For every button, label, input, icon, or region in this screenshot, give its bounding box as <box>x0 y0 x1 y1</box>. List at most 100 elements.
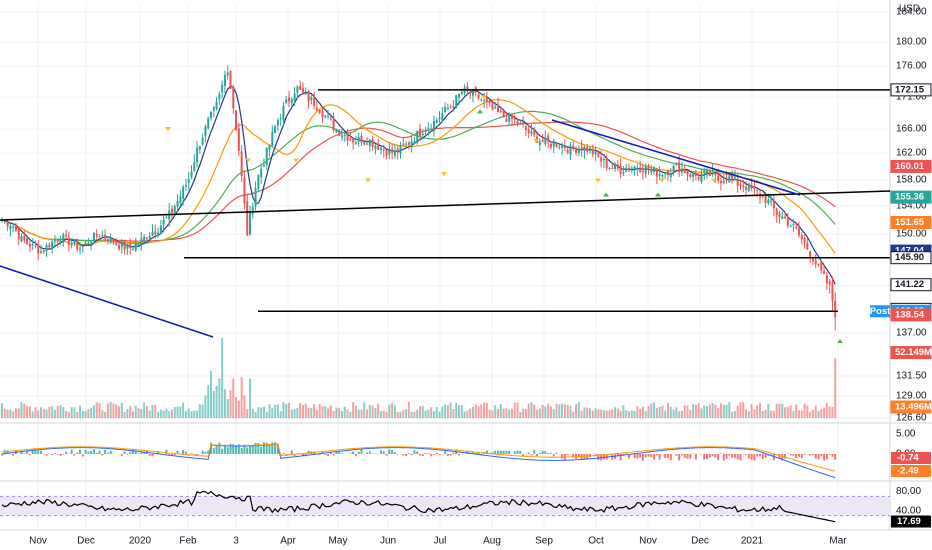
volume-bar <box>527 403 530 418</box>
volume-bar <box>232 378 235 418</box>
volume-bar <box>719 403 722 418</box>
volume-bar <box>575 404 578 418</box>
candle-body <box>809 251 812 258</box>
candle-body <box>176 201 179 207</box>
volume-bar <box>338 408 341 418</box>
candle-body <box>260 168 263 178</box>
candle-body <box>731 174 734 179</box>
candle-body <box>346 134 349 141</box>
candle-body <box>469 92 472 94</box>
macd-histogram-bar <box>59 454 62 456</box>
macd-histogram-bar <box>466 450 469 454</box>
volume-bar <box>817 410 820 418</box>
candle-body <box>134 243 137 251</box>
candle-body <box>240 151 243 177</box>
volume-bar <box>460 404 463 418</box>
volume-bar <box>494 405 497 418</box>
macd-histogram-bar <box>728 454 731 456</box>
candle-body <box>441 113 444 121</box>
candle-body <box>90 242 93 244</box>
candle-body <box>820 261 823 271</box>
volume-bar <box>784 407 787 418</box>
candle-body <box>680 168 683 173</box>
macd-histogram-bar <box>547 453 550 454</box>
candle-body <box>778 212 781 218</box>
volume-bar <box>552 409 555 418</box>
candle-body <box>257 174 260 189</box>
volume-bar <box>379 411 382 418</box>
volume-bar <box>187 408 190 418</box>
candle-body <box>332 119 335 131</box>
macd-histogram-bar <box>786 453 789 454</box>
candle-body <box>510 114 513 119</box>
candle-body <box>207 118 210 129</box>
candle-body <box>254 188 257 207</box>
candle-body <box>28 243 31 247</box>
volume-bar <box>405 409 408 418</box>
macd-histogram-bar <box>260 446 263 454</box>
volume-bar <box>753 409 756 418</box>
candle-body <box>343 134 346 136</box>
volume-bar <box>508 409 511 418</box>
macd-histogram-bar <box>421 454 424 457</box>
time-tick-label: 3 <box>233 536 239 547</box>
price-tag <box>890 251 932 265</box>
volume-bar <box>354 405 357 418</box>
candle-body <box>772 201 775 209</box>
macd-histogram-bar <box>366 452 369 454</box>
macd-histogram-bar <box>823 454 826 461</box>
volume-bar <box>686 405 689 418</box>
candle-body <box>201 137 204 145</box>
volume-bar <box>789 405 792 418</box>
volume-bar <box>636 406 639 418</box>
candle-body <box>145 238 148 240</box>
candle-body <box>608 168 611 170</box>
candle-body <box>187 179 190 183</box>
macd-histogram-bar <box>391 450 394 454</box>
post-badge <box>870 305 890 318</box>
macd-histogram-bar <box>449 454 452 456</box>
volume-bar <box>265 411 268 418</box>
volume-bar <box>758 402 761 418</box>
candle-body <box>533 130 536 135</box>
candle-body <box>466 86 469 91</box>
macd-histogram-bar <box>254 442 257 454</box>
candle-body <box>288 97 291 102</box>
candle-body <box>600 157 603 162</box>
volume-bar <box>444 404 447 418</box>
volume-bar <box>279 411 282 418</box>
macd-signal-line <box>1 443 836 472</box>
candle-body <box>725 178 728 181</box>
volume-bar <box>282 402 285 418</box>
volume-bar <box>210 371 212 418</box>
candle-body <box>126 244 129 249</box>
macd-histogram-bar <box>170 454 173 456</box>
time-tick-label: Nov <box>639 536 657 547</box>
volume-bar <box>524 408 527 418</box>
volume-bar <box>499 404 502 418</box>
volume-bar <box>547 403 550 418</box>
macd-histogram-bar <box>636 454 639 459</box>
volume-bar <box>750 404 753 418</box>
macd-histogram-bar <box>441 454 444 455</box>
macd-histogram-bar <box>675 454 678 456</box>
macd-histogram-bar <box>282 453 285 454</box>
candle-body <box>34 245 37 247</box>
volume-bar <box>611 409 614 418</box>
candle-body <box>112 239 115 244</box>
candle-body <box>803 238 806 243</box>
candle-body <box>48 244 51 248</box>
candle-body <box>204 126 207 136</box>
candle-body <box>784 216 787 219</box>
candle-body <box>811 259 814 262</box>
candle-body <box>357 137 360 142</box>
candle-body <box>385 150 388 156</box>
volume-bar <box>293 408 296 418</box>
volume-bar <box>106 403 109 418</box>
volume-bar <box>458 405 461 418</box>
macd-histogram-bar <box>683 454 686 458</box>
candle-body <box>714 174 717 176</box>
volume-bar <box>577 402 580 418</box>
candle-body <box>641 170 644 173</box>
